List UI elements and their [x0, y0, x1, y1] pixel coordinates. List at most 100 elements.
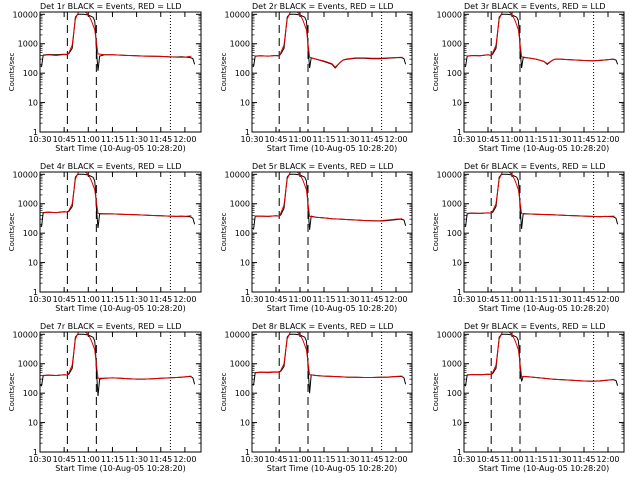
- x-tick-label: 11:45: [360, 295, 383, 304]
- y-tick-label: 1000: [442, 200, 462, 209]
- x-tick-label: 12:00: [596, 135, 619, 144]
- chart-panel-5: Det 5r BLACK = Events, RED = LLD 1 10 100 10…: [220, 162, 413, 313]
- y-tick-label: 1: [33, 448, 38, 457]
- y-tick-label: 100: [235, 229, 250, 238]
- x-tick-label: 11:15: [101, 455, 124, 464]
- x-tick-label: 12:00: [384, 455, 407, 464]
- x-tick-label: 11:15: [101, 135, 124, 144]
- x-tick-label: 11:45: [572, 295, 595, 304]
- chart-title: Det 3r BLACK = Events, RED = LLD: [464, 2, 606, 11]
- y-tick-label: 1000: [230, 200, 250, 209]
- chart-panel-4: Det 4r BLACK = Events, RED = LLD 1 10 100 10…: [8, 162, 202, 313]
- x-tick-label: 11:15: [312, 135, 335, 144]
- x-tick-label: 12:00: [384, 295, 407, 304]
- y-tick-label: 10000: [13, 170, 38, 179]
- series-line-lld: [255, 172, 403, 222]
- y-tick-label: 1000: [442, 360, 462, 369]
- y-axis-label: Counts/sec: [432, 213, 440, 252]
- y-tick-label: 100: [447, 229, 462, 238]
- x-tick-label: 12:00: [596, 295, 619, 304]
- x-tick-label: 11:30: [548, 295, 571, 304]
- y-tick-label: 100: [235, 389, 250, 398]
- chart-panel-6: Det 6r BLACK = Events, RED = LLD 1 10 100 10…: [432, 162, 625, 313]
- x-tick-label: 10:45: [476, 135, 499, 144]
- x-tick-label: 12:00: [173, 295, 196, 304]
- chart-panel-9: Det 9r BLACK = Events, RED = LLD 1 10 100 10…: [432, 322, 625, 473]
- series-line-lld: [467, 12, 615, 65]
- x-tick-label: 11:30: [548, 135, 571, 144]
- y-axis-label: Counts/sec: [8, 373, 16, 412]
- x-tick-label: 11:00: [77, 295, 100, 304]
- x-tick-label: 11:15: [312, 455, 335, 464]
- x-axis-label: Start Time (10-Aug-05 10:28:20): [479, 144, 610, 153]
- chart-title: Det 8r BLACK = Events, RED = LLD: [252, 322, 394, 331]
- x-tick-label: 12:00: [596, 455, 619, 464]
- x-tick-label: 11:15: [524, 135, 547, 144]
- y-tick-label: 1: [245, 448, 250, 457]
- y-tick-label: 100: [235, 69, 250, 78]
- y-tick-label: 100: [23, 69, 38, 78]
- y-tick-label: 10: [28, 259, 38, 268]
- y-tick-label: 1000: [18, 200, 38, 209]
- chart-panel-2: Det 2r BLACK = Events, RED = LLD 1 10 100 10…: [220, 2, 413, 153]
- x-tick-label: 11:00: [500, 135, 523, 144]
- x-tick-label: 10:45: [53, 295, 76, 304]
- x-tick-label: 10:45: [264, 135, 287, 144]
- y-tick-label: 1000: [18, 360, 38, 369]
- chart-panel-3: Det 3r BLACK = Events, RED = LLD 1 10 100 10…: [432, 2, 625, 153]
- series-line-lld: [255, 332, 403, 378]
- y-tick-label: 10: [28, 99, 38, 108]
- x-tick-label: 11:45: [149, 295, 172, 304]
- series-line-lld: [43, 332, 192, 380]
- x-tick-label: 10:45: [476, 295, 499, 304]
- y-tick-label: 1: [245, 288, 250, 297]
- y-tick-label: 10: [28, 419, 38, 428]
- series-line-events: [40, 13, 196, 71]
- y-tick-label: 10: [240, 419, 250, 428]
- x-tick-label: 10:45: [264, 455, 287, 464]
- x-tick-label: 11:15: [101, 295, 124, 304]
- y-axis-label: Counts/sec: [432, 373, 440, 412]
- chart-panel-7: Det 7r BLACK = Events, RED = LLD 1 10 100 10…: [8, 322, 202, 473]
- chart-title: Det 7r BLACK = Events, RED = LLD: [40, 322, 182, 331]
- chart-title: Det 1r BLACK = Events, RED = LLD: [40, 2, 182, 11]
- x-tick-label: 11:00: [77, 455, 100, 464]
- y-tick-label: 1: [245, 128, 250, 137]
- y-axis-label: Counts/sec: [8, 53, 16, 92]
- y-axis-label: Counts/sec: [8, 213, 16, 252]
- chart-panel-8: Det 8r BLACK = Events, RED = LLD 1 10 100 10…: [220, 322, 413, 473]
- y-tick-label: 1: [33, 128, 38, 137]
- x-tick-label: 10:30: [240, 135, 263, 144]
- x-axis-label: Start Time (10-Aug-05 10:28:20): [267, 464, 398, 473]
- y-axis-label: Counts/sec: [220, 373, 228, 412]
- x-axis-label: Start Time (10-Aug-05 10:28:20): [267, 304, 398, 313]
- x-tick-label: 10:30: [452, 295, 475, 304]
- y-tick-label: 10000: [13, 10, 38, 19]
- x-tick-label: 10:45: [53, 455, 76, 464]
- y-tick-label: 1000: [230, 40, 250, 49]
- x-tick-label: 10:30: [240, 455, 263, 464]
- x-tick-label: 11:15: [524, 295, 547, 304]
- series-line-lld: [43, 172, 192, 217]
- series-line-lld: [255, 12, 403, 68]
- x-tick-label: 11:30: [548, 455, 571, 464]
- plot-frame: [251, 171, 413, 293]
- x-tick-label: 10:45: [53, 135, 76, 144]
- x-axis-label: Start Time (10-Aug-05 10:28:20): [479, 304, 610, 313]
- y-tick-label: 10000: [225, 170, 250, 179]
- x-axis-label: Start Time (10-Aug-05 10:28:20): [55, 144, 186, 153]
- plot-frame: [251, 331, 413, 453]
- y-tick-label: 100: [23, 389, 38, 398]
- y-tick-label: 10000: [437, 330, 462, 339]
- x-axis-label: Start Time (10-Aug-05 10:28:20): [267, 144, 398, 153]
- chart-title: Det 2r BLACK = Events, RED = LLD: [252, 2, 394, 11]
- plot-frame: [251, 11, 413, 133]
- x-tick-label: 11:00: [288, 135, 311, 144]
- x-tick-label: 10:30: [28, 135, 51, 144]
- x-tick-label: 12:00: [384, 135, 407, 144]
- chart-title: Det 5r BLACK = Events, RED = LLD: [252, 162, 394, 171]
- series-line-events: [464, 13, 619, 69]
- x-tick-label: 11:45: [360, 135, 383, 144]
- x-tick-label: 11:30: [125, 135, 148, 144]
- x-tick-label: 11:45: [149, 135, 172, 144]
